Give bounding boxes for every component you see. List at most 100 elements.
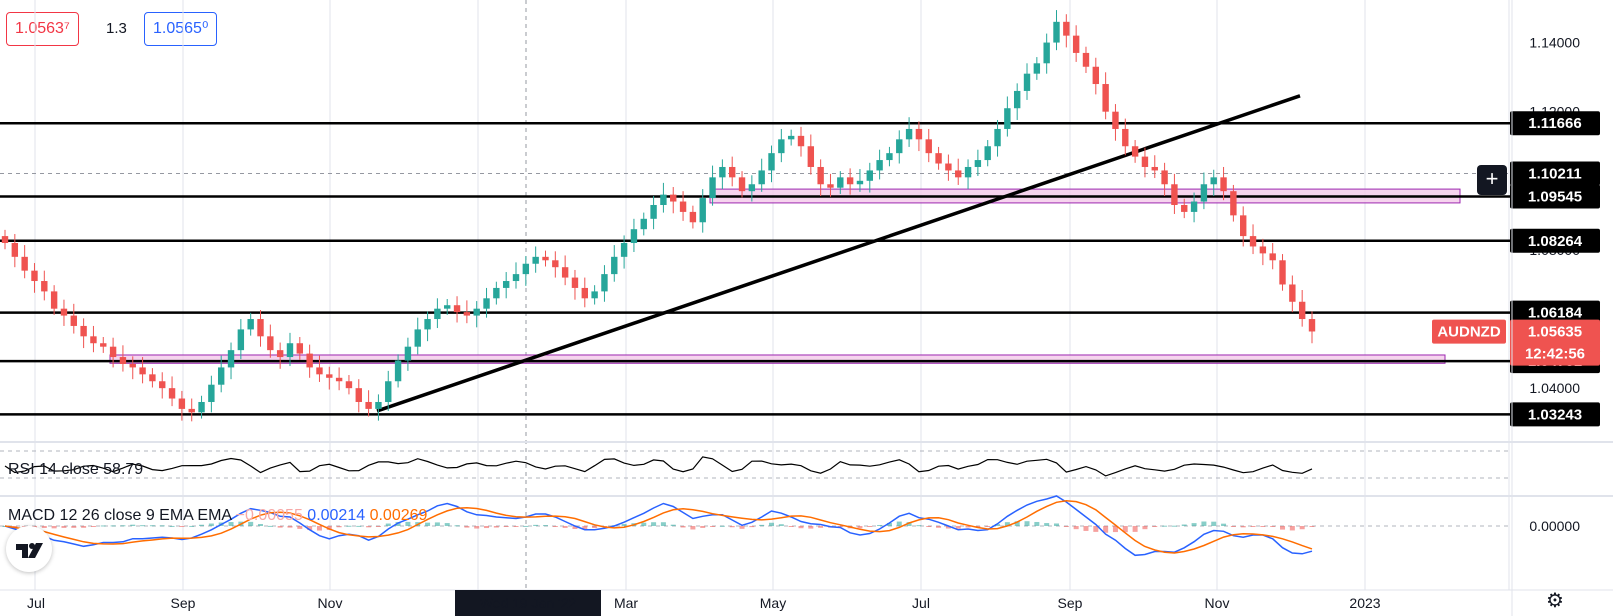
macd-histogram-bar — [336, 526, 342, 528]
macd-histogram-bar — [749, 526, 755, 528]
macd-histogram-bar — [1053, 523, 1059, 526]
macd-histogram-bar — [700, 526, 706, 528]
candle-body — [905, 128, 913, 140]
macd-histogram-bar — [316, 526, 322, 531]
macd-histogram-bar — [110, 525, 116, 527]
level-price-label: 1.09545 — [1528, 189, 1582, 206]
macd-histogram-bar — [444, 523, 450, 526]
candle-body — [217, 367, 225, 385]
rsi-line — [4, 456, 1313, 477]
candle-body — [866, 170, 873, 181]
macd-histogram-bar — [1034, 521, 1040, 526]
candle-body — [876, 160, 883, 171]
macd-histogram-bar — [886, 522, 892, 526]
macd-histogram-bar — [513, 526, 519, 527]
bid-price: 1.0563⁷ — [15, 20, 70, 37]
macd-histogram-bar — [818, 526, 824, 528]
candle-body — [286, 343, 294, 358]
candle-body — [493, 287, 500, 299]
candle-body — [159, 381, 166, 389]
candle-body — [719, 166, 726, 178]
macd-histogram-bar — [1221, 523, 1227, 526]
macd-histogram-bar — [641, 522, 647, 526]
macd-histogram-bar — [503, 526, 509, 527]
macd-histogram-bar — [710, 526, 716, 527]
candle-body — [591, 291, 598, 299]
candle-body — [1200, 184, 1208, 202]
x-axis-label: Nov — [318, 595, 343, 611]
candle-body — [247, 319, 254, 330]
macd-histogram-bar — [533, 524, 539, 526]
candle-body — [807, 146, 815, 167]
x-axis-label: Jul — [912, 595, 930, 611]
candle-body — [964, 166, 972, 178]
macd-histogram-bar — [169, 525, 175, 527]
macd-histogram-bar — [277, 526, 283, 528]
candle-body — [689, 211, 697, 223]
macd-histogram-bar — [346, 525, 352, 527]
macd-histogram-bar — [179, 526, 185, 527]
candle-body — [178, 398, 186, 409]
macd-line — [4, 495, 1313, 557]
macd-histogram-bar — [1014, 521, 1020, 526]
candle-body — [827, 184, 834, 188]
macd-histogram-bar — [1181, 524, 1187, 526]
macd-histogram-bar — [228, 522, 234, 526]
candle-body — [522, 263, 530, 275]
x-axis-label: 2023 — [1349, 595, 1380, 611]
plus-icon[interactable]: + — [1477, 165, 1507, 195]
support-zone — [109, 354, 1446, 364]
ask-price-box[interactable]: 1.0565⁰ — [144, 12, 218, 46]
macd-histogram-bar — [1230, 526, 1236, 527]
macd-histogram-bar — [1289, 526, 1295, 531]
level-price-label: 1.06184 — [1528, 305, 1583, 322]
macd-value-signal: 0.00269 — [365, 507, 427, 524]
macd-histogram-bar — [474, 526, 480, 529]
bid-price-box[interactable]: 1.0563⁷ — [6, 12, 79, 46]
macd-histogram-bar — [1211, 521, 1217, 526]
macd-histogram-bar — [405, 521, 411, 526]
macd-label: MACD 12 26 close 9 EMA EMA −0.00055 0.00… — [8, 507, 428, 524]
candle-body — [385, 381, 392, 402]
macd-histogram-bar — [366, 526, 372, 528]
level-price-label: 1.10211 — [1528, 166, 1581, 183]
macd-histogram-bar — [739, 526, 745, 529]
level-price-label: 1.11666 — [1528, 115, 1581, 132]
candle-body — [601, 274, 608, 292]
macd-histogram-bar — [798, 526, 804, 529]
candle-body — [709, 177, 716, 199]
rsi-value: 58.79 — [103, 461, 143, 478]
gear-icon[interactable]: ⚙ — [1546, 590, 1564, 612]
candle-body — [316, 367, 323, 375]
candle-body — [1082, 52, 1090, 67]
candle-body — [542, 256, 549, 261]
macd-histogram-bar — [1171, 525, 1177, 527]
candle-body — [630, 229, 638, 244]
candle-body — [119, 357, 127, 364]
candle-body — [679, 201, 687, 212]
macd-histogram-bar — [1191, 523, 1197, 526]
candle-body — [1122, 128, 1129, 147]
symbol-tag-label: AUDNZD — [1437, 324, 1500, 341]
macd-histogram-bar — [258, 524, 264, 526]
candle-body — [935, 153, 942, 164]
macd-histogram-bar — [729, 526, 735, 528]
candle-body — [1190, 201, 1198, 212]
candle-body — [650, 204, 657, 219]
candle-body — [846, 177, 854, 185]
trendline — [376, 94, 1301, 413]
macd-histogram-bar — [130, 524, 136, 526]
ask-price: 1.0565⁰ — [153, 20, 209, 37]
candle-body — [1161, 170, 1168, 185]
macd-histogram-bar — [945, 526, 951, 529]
macd-histogram-bar — [287, 526, 293, 528]
level-price-tag — [1510, 228, 1600, 253]
macd-histogram-bar — [906, 522, 912, 526]
candle-body — [473, 308, 480, 316]
candle-body — [80, 325, 87, 337]
candle-body — [129, 363, 136, 368]
candle-body — [1298, 301, 1306, 320]
tradingview-logo[interactable] — [6, 526, 52, 572]
macd-histogram-bar — [326, 526, 332, 530]
